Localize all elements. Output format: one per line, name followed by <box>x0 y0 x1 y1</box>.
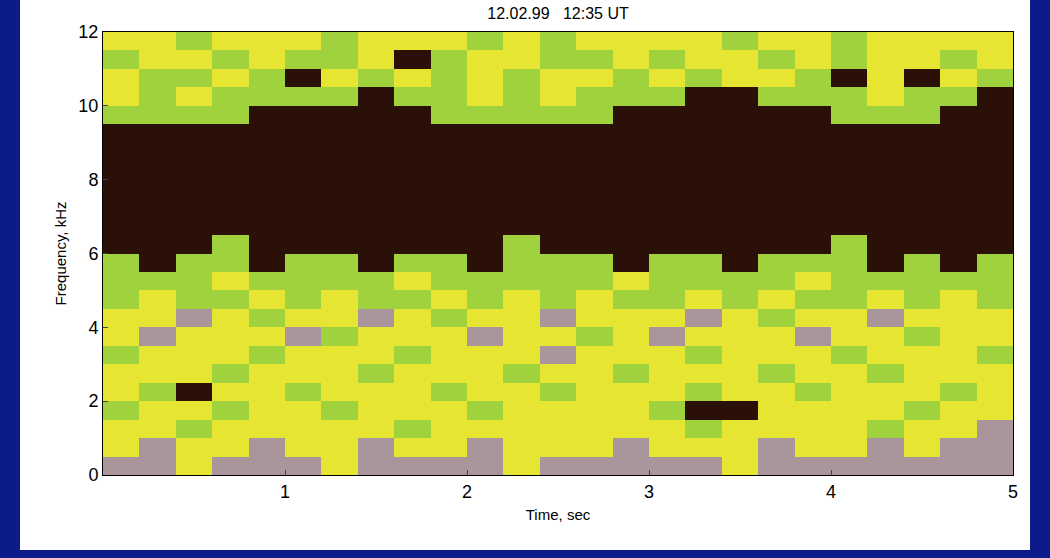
svg-text:4: 4 <box>88 318 98 338</box>
svg-text:2: 2 <box>462 482 472 502</box>
svg-text:6: 6 <box>88 244 98 264</box>
svg-text:12: 12 <box>78 22 98 42</box>
svg-text:2: 2 <box>88 391 98 411</box>
svg-text:10: 10 <box>78 96 98 116</box>
svg-text:Frequency, kHz: Frequency, kHz <box>52 202 69 306</box>
svg-text:3: 3 <box>644 482 654 502</box>
svg-text:1: 1 <box>280 482 290 502</box>
svg-text:Time, sec: Time, sec <box>526 506 591 523</box>
svg-text:8: 8 <box>88 170 98 190</box>
svg-text:0: 0 <box>88 465 98 485</box>
svg-text:5: 5 <box>1008 482 1018 502</box>
svg-text:12.02.99 12:35 UT: 12.02.99 12:35 UT <box>487 5 629 22</box>
svg-text:4: 4 <box>826 482 836 502</box>
